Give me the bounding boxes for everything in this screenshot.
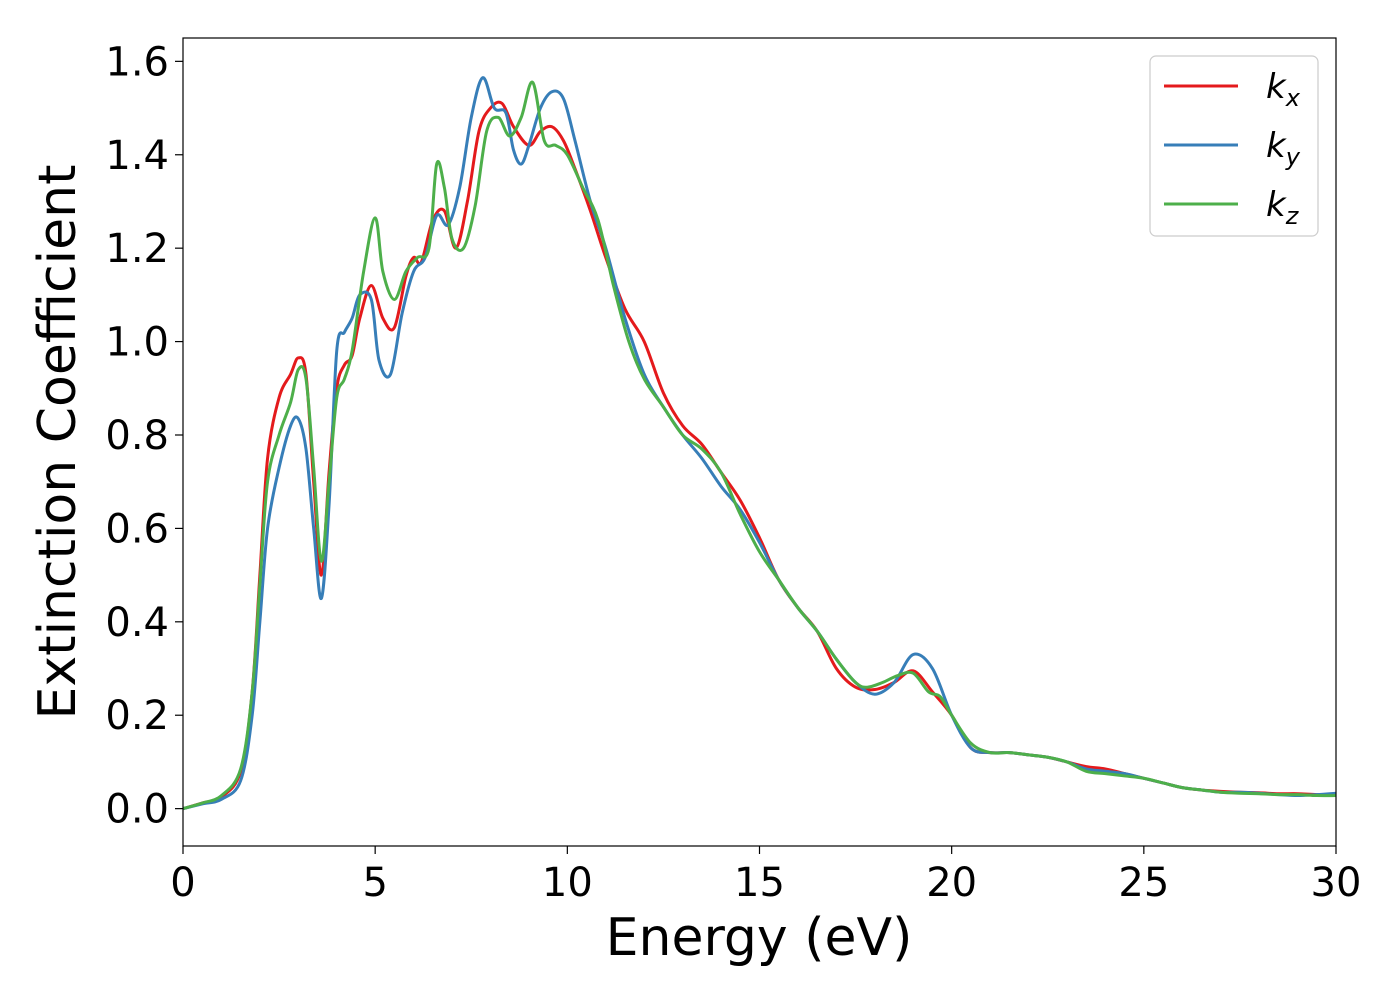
legend-label-x: kx	[1266, 67, 1301, 112]
x-tick-label: 30	[1311, 860, 1362, 906]
x-tick-label: 10	[542, 860, 593, 906]
legend: kx ky kz	[1149, 55, 1319, 237]
x-axis: 0 5 10 15 20 25 30	[170, 846, 1361, 906]
y-tick-label: 0.2	[105, 693, 169, 739]
y-tick-label: 1.2	[105, 226, 169, 272]
series-line-x	[182, 100, 1337, 811]
x-axis-label: Energy (eV)	[606, 908, 913, 968]
x-tick-label: 0	[170, 860, 195, 906]
series-line-y	[182, 76, 1337, 811]
y-axis-label: Extinction Coefficient	[28, 165, 88, 720]
x-tick-label: 15	[734, 860, 785, 906]
y-tick-label: 0.4	[105, 600, 169, 646]
y-axis: 0.0 0.2 0.4 0.6 0.8 1.0 1.2 1.4 1.6	[105, 39, 183, 833]
x-tick-label: 20	[926, 860, 977, 906]
y-tick-label: 0.8	[105, 413, 169, 459]
y-tick-label: 0.0	[105, 787, 169, 833]
x-tick-label: 5	[362, 860, 387, 906]
plot-lines	[182, 76, 1337, 811]
legend-label-y: ky	[1266, 126, 1301, 171]
legend-label-z: kz	[1266, 185, 1300, 230]
x-tick-label: 25	[1118, 860, 1169, 906]
series-line-z	[182, 80, 1337, 811]
y-tick-label: 1.6	[105, 39, 169, 85]
y-tick-label: 1.0	[105, 320, 169, 366]
y-tick-label: 1.4	[105, 133, 169, 179]
y-tick-label: 0.6	[105, 506, 169, 552]
